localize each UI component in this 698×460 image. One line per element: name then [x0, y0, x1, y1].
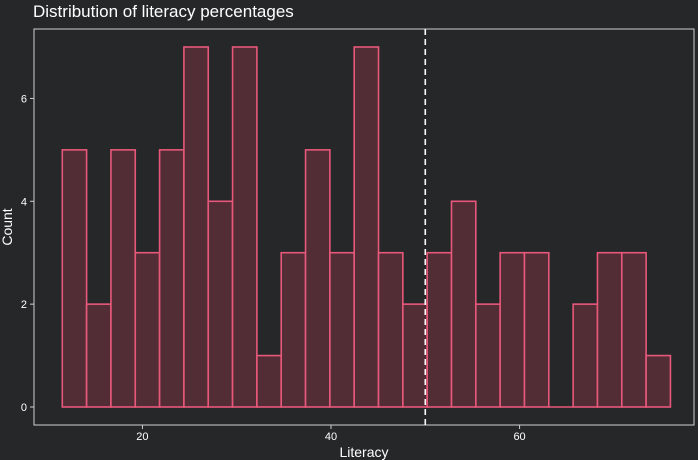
- histogram-bar: [377, 251, 404, 408]
- y-tick-label: 2: [21, 299, 27, 311]
- x-tick-label: 60: [513, 431, 525, 443]
- y-tick-label: 0: [21, 402, 27, 414]
- histogram-bar: [110, 149, 137, 408]
- histogram-bar: [426, 251, 453, 408]
- x-axis-label: Literacy: [339, 444, 388, 460]
- histogram-bar: [207, 200, 234, 408]
- x-axis-ticks: 20 40 60: [136, 425, 526, 443]
- histogram-bar: [85, 303, 112, 408]
- histogram-bar: [61, 149, 88, 408]
- histogram-bar: [329, 251, 355, 408]
- y-tick-label: 6: [21, 93, 27, 105]
- histogram-bar: [231, 46, 258, 408]
- histogram-bars: [61, 46, 672, 408]
- histogram-bar: [256, 354, 283, 408]
- histogram-bar: [402, 303, 428, 408]
- chart-title: Distribution of literacy percentages: [33, 2, 294, 21]
- histogram-bar: [523, 251, 550, 408]
- histogram-bar: [353, 46, 380, 408]
- histogram-bar: [620, 251, 647, 408]
- histogram-bar: [158, 149, 185, 408]
- histogram-bar: [572, 303, 599, 408]
- histogram-bar: [645, 354, 672, 408]
- x-tick-label: 40: [325, 431, 337, 443]
- histogram-bar: [304, 149, 331, 408]
- histogram-bar: [499, 251, 526, 408]
- histogram-bar: [450, 200, 477, 408]
- histogram-bar: [596, 251, 623, 408]
- histogram-bar: [280, 251, 307, 408]
- y-axis-label: Count: [0, 208, 15, 245]
- plot-panel-border: [33, 28, 695, 426]
- histogram-bar: [183, 46, 210, 408]
- histogram-bar: [475, 303, 501, 408]
- histogram-bar: [134, 251, 161, 408]
- x-tick-label: 20: [136, 431, 148, 443]
- y-tick-label: 4: [21, 196, 27, 208]
- y-axis-ticks: 0 2 4 6: [21, 93, 34, 414]
